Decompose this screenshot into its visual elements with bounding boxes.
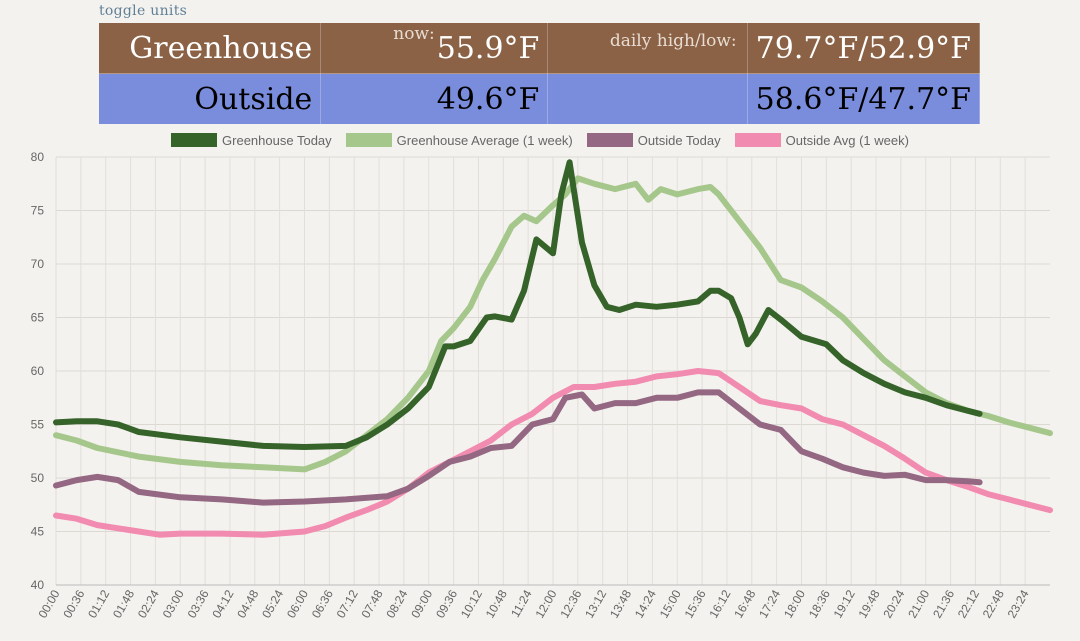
- legend-label: Greenhouse Today: [222, 132, 332, 148]
- x-tick-label: 04:12: [209, 587, 236, 620]
- x-tick-label: 09:00: [408, 587, 435, 620]
- x-tick-label: 03:00: [160, 587, 187, 620]
- x-tick-label: 18:36: [806, 587, 833, 620]
- legend-swatch: [586, 133, 633, 147]
- x-tick-label: 15:36: [682, 587, 709, 620]
- legend-label: Outside Today: [637, 132, 721, 148]
- y-tick-label: 80: [31, 150, 45, 164]
- legend-label: Greenhouse Average (1 week): [396, 132, 573, 148]
- legend-item[interactable]: Greenhouse Average (1 week): [345, 132, 573, 148]
- y-tick-label: 40: [31, 578, 45, 592]
- x-tick-label: 21:36: [930, 587, 957, 620]
- x-tick-label: 09:36: [433, 587, 460, 620]
- x-tick-label: 17:24: [756, 587, 783, 620]
- outside-row: Outside 49.6°F 58.6°F/47.7°F: [99, 73, 981, 124]
- legend-swatch: [345, 133, 392, 147]
- x-tick-label: 08:24: [383, 587, 410, 620]
- legend-swatch: [171, 133, 218, 147]
- x-tick-label: 10:48: [483, 587, 510, 620]
- x-tick-label: 12:00: [532, 587, 559, 620]
- y-tick-label: 50: [31, 471, 45, 485]
- series-line-greenhouse-today[interactable]: [53, 159, 983, 450]
- x-tick-label: 23:24: [1005, 587, 1032, 620]
- greenhouse-name: Greenhouse: [99, 23, 322, 74]
- greenhouse-now-value: 55.9°F: [436, 30, 540, 66]
- daily-high-low-label: daily high/low:: [609, 31, 737, 51]
- x-tick-label: 04:48: [234, 587, 261, 620]
- chart-legend: Greenhouse Today Greenhouse Average (1 we…: [0, 131, 1080, 149]
- legend-label: Outside Avg (1 week): [785, 132, 909, 148]
- now-label: now:: [393, 23, 435, 44]
- outside-now-cell: 49.6°F: [320, 73, 549, 124]
- x-tick-label: 03:36: [185, 587, 212, 620]
- greenhouse-high-low-value: 79.7°F/52.9°F: [755, 30, 971, 66]
- x-tick-label: 07:48: [359, 587, 386, 620]
- x-tick-label: 19:48: [856, 587, 883, 620]
- toggle-units-link[interactable]: toggle units: [99, 3, 188, 19]
- x-tick-label: 00:36: [60, 587, 87, 620]
- x-tick-label: 06:36: [309, 587, 336, 620]
- outside-now-value: 49.6°F: [436, 81, 540, 117]
- x-tick-label: 16:48: [731, 587, 758, 620]
- x-tick-label: 16:12: [706, 587, 733, 620]
- x-tick-label: 22:48: [980, 587, 1007, 620]
- daily-high-low-label-cell: daily high/low:: [547, 23, 748, 74]
- x-tick-label: 22:12: [955, 587, 982, 620]
- x-tick-label: 05:24: [259, 587, 286, 620]
- series-line-outside-avg-1-week-[interactable]: [53, 368, 1053, 538]
- greenhouse-row: Greenhouse now:55.9°F daily high/low: 79…: [99, 23, 981, 74]
- x-tick-label: 13:12: [582, 587, 609, 620]
- outside-high-low-value: 58.6°F/47.7°F: [755, 81, 971, 117]
- legend-swatch: [734, 133, 781, 147]
- x-tick-label: 21:00: [905, 587, 932, 620]
- x-tick-label: 19:12: [831, 587, 858, 620]
- legend-item[interactable]: Outside Today: [586, 132, 721, 148]
- x-tick-label: 20:24: [880, 587, 907, 620]
- x-tick-label: 00:00: [35, 587, 62, 620]
- stats-table: Greenhouse now:55.9°F daily high/low: 79…: [99, 23, 981, 124]
- y-tick-label: 55: [31, 418, 45, 432]
- outside-name: Outside: [99, 73, 322, 124]
- series-line-greenhouse-average-1-week-[interactable]: [53, 175, 1053, 473]
- outside-empty-cell: [547, 73, 748, 124]
- legend-item[interactable]: Greenhouse Today: [171, 133, 332, 148]
- x-tick-label: 14:24: [632, 587, 659, 620]
- x-tick-label: 12:36: [557, 587, 584, 620]
- outside-high-low-cell: 58.6°F/47.7°F: [747, 73, 981, 124]
- x-tick-label: 10:12: [458, 587, 485, 620]
- greenhouse-high-low-cell: 79.7°F/52.9°F: [747, 23, 981, 74]
- x-tick-label: 07:12: [334, 587, 361, 620]
- x-tick-label: 01:12: [85, 587, 112, 620]
- y-tick-label: 45: [31, 525, 45, 539]
- x-tick-label: 15:00: [657, 587, 684, 620]
- x-tick-label: 13:48: [607, 587, 634, 620]
- y-tick-label: 60: [31, 364, 45, 378]
- x-tick-label: 06:00: [284, 587, 311, 620]
- y-tick-label: 75: [31, 204, 45, 218]
- x-tick-label: 01:48: [110, 587, 137, 620]
- legend-item[interactable]: Outside Avg (1 week): [734, 132, 909, 148]
- x-tick-label: 18:00: [781, 587, 808, 620]
- greenhouse-now-cell: now:55.9°F: [320, 23, 549, 74]
- y-tick-label: 65: [31, 311, 45, 325]
- x-tick-label: 02:24: [135, 587, 162, 620]
- x-tick-label: 11:24: [508, 587, 535, 620]
- y-tick-label: 70: [31, 257, 45, 271]
- series-line-outside-today[interactable]: [53, 389, 983, 506]
